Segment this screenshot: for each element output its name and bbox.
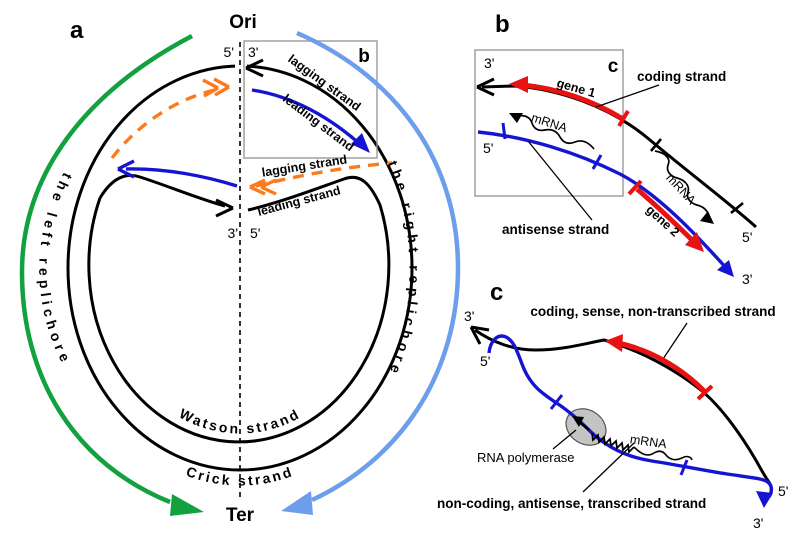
left-replichore-arrowhead-icon xyxy=(170,494,204,516)
ori-label: Ori xyxy=(229,12,256,33)
bubble-left-strand-arrow-icon xyxy=(215,198,234,218)
c-red-tick xyxy=(696,384,714,401)
rna-polymerase-leader xyxy=(552,429,577,450)
inset-box-b-label: b xyxy=(358,46,370,67)
b-prime-5: 5' xyxy=(483,140,493,156)
b-blue-gene-ticks xyxy=(501,122,603,170)
gene1-arrowhead-icon xyxy=(509,76,528,93)
coding-strand-leader xyxy=(595,84,660,108)
lagging-strand-right-dashed xyxy=(255,161,393,188)
c-red-group xyxy=(617,340,714,401)
b-prime-3-bottom: 3' xyxy=(742,271,752,287)
ter-label: Ter xyxy=(226,505,255,526)
c-mrna-label: mRNA xyxy=(629,432,668,451)
c-prime-5-left: 5' xyxy=(480,353,490,369)
coding-strand-label: coding strand xyxy=(637,69,726,84)
right-replichore-arrowhead-icon xyxy=(281,491,313,515)
b-mrna-right-wave xyxy=(654,150,710,220)
c-transcribed-strand xyxy=(487,334,774,498)
right-replichore-arc xyxy=(296,30,461,503)
gene1-arrow xyxy=(521,82,625,122)
b-prime-5-right: 5' xyxy=(742,229,752,245)
b-mrna-left-arrowhead-icon xyxy=(509,113,523,123)
watson-strand-circle xyxy=(87,173,391,444)
gene2-arrowhead-icon xyxy=(685,232,704,252)
c-prime-3-right: 3' xyxy=(753,515,763,531)
b-coding-strand-arrowhead-icon xyxy=(476,77,495,97)
c-red-arrowhead-icon xyxy=(605,334,623,352)
ori-gap xyxy=(235,56,247,78)
c-title-top: coding, sense, non-transcribed strand xyxy=(530,304,775,319)
b-mrna-right-arrowhead-icon xyxy=(700,211,714,224)
c-transcribed-arrowhead-icon xyxy=(756,491,773,508)
c-prime-5-right: 5' xyxy=(778,483,788,499)
c-polymerase-arrowhead-icon xyxy=(572,416,584,427)
lagging-strand-left-dashed xyxy=(110,87,221,160)
leading-strand-left xyxy=(125,167,238,188)
left-replichore-arc xyxy=(19,34,194,505)
b-antisense-arrowhead-icon xyxy=(717,260,734,277)
b-prime-3: 3' xyxy=(484,55,494,71)
bubble-left-prime: 3' xyxy=(228,225,238,241)
panel-a-letter: a xyxy=(70,17,84,44)
b-mrna-left-wave xyxy=(516,114,595,150)
ori-left-prime: 5' xyxy=(224,44,234,60)
c-title-bottom: non-coding, antisense, transcribed stran… xyxy=(437,496,706,511)
antisense-strand-label: antisense strand xyxy=(502,222,609,237)
leading-left-arrowhead-icon xyxy=(117,159,135,179)
b-black-gene-ticks xyxy=(650,138,744,214)
c-coding-strand-arrowhead-icon xyxy=(469,325,490,345)
leading-right-arrowhead-icon xyxy=(351,133,370,153)
c-blue-ticks xyxy=(549,394,689,476)
leading-strand-right xyxy=(251,88,364,148)
ori-right-strand-arrow-icon xyxy=(245,58,264,78)
c-title-bottom-leader xyxy=(582,442,635,493)
gene1-tick xyxy=(617,109,630,128)
ori-right-prime: 3' xyxy=(248,44,258,60)
inset-box-c-label: c xyxy=(608,56,619,77)
rna-polymerase-label: RNA polymerase xyxy=(477,450,575,465)
bubble-right-prime: 5' xyxy=(250,225,260,241)
c-mrna-coil xyxy=(591,432,635,454)
c-title-top-leader xyxy=(660,322,688,363)
c-mrna-wave xyxy=(633,446,693,461)
gene1-group xyxy=(521,82,630,128)
panel-b-letter: b xyxy=(495,11,510,38)
blue-leading-group xyxy=(117,88,364,188)
antisense-strand-leader xyxy=(527,140,593,221)
lagging-right-arrowhead-icon xyxy=(249,178,277,196)
c-prime-3-left: 3' xyxy=(464,308,474,324)
c-red-arrow xyxy=(617,340,707,394)
c-coding-strand xyxy=(474,328,773,491)
orange-lagging-group xyxy=(110,77,393,196)
panel-c-letter: c xyxy=(490,279,503,306)
gene2-tick xyxy=(627,179,643,196)
lagging-left-arrowhead-icon xyxy=(202,77,230,98)
